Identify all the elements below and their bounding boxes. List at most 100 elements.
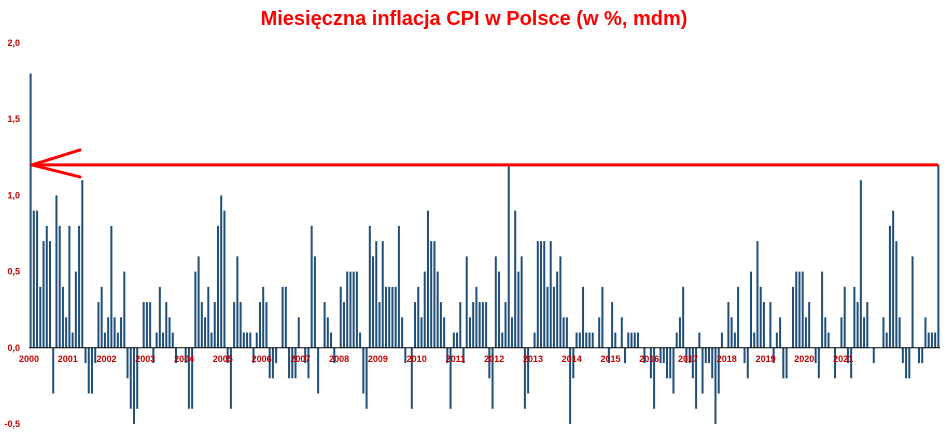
bar — [772, 347, 775, 364]
bar — [504, 302, 507, 348]
bar — [762, 302, 765, 348]
bar — [527, 347, 530, 394]
bar — [798, 271, 801, 348]
annotation-arrow — [30, 148, 939, 179]
bar — [927, 332, 930, 348]
bar — [433, 241, 436, 348]
bar — [678, 317, 681, 348]
bar — [901, 347, 904, 364]
bar — [624, 347, 627, 364]
bar — [39, 286, 42, 348]
bar — [349, 271, 352, 348]
bar — [565, 317, 568, 348]
x-tick-label: 2017 — [678, 354, 698, 364]
bar — [207, 286, 210, 348]
bar — [255, 332, 258, 348]
bar — [885, 332, 888, 348]
bar — [394, 286, 397, 348]
bar — [737, 286, 740, 348]
bar — [834, 347, 837, 379]
bar — [708, 347, 711, 364]
bar — [843, 286, 846, 348]
bar — [271, 347, 274, 379]
bar — [107, 317, 110, 348]
bar — [132, 347, 135, 424]
bars-group — [29, 73, 940, 424]
bar — [420, 317, 423, 348]
bar — [846, 347, 849, 364]
bar — [817, 347, 820, 379]
bar — [174, 347, 177, 364]
bar — [333, 347, 336, 364]
bar — [468, 317, 471, 348]
bar — [359, 332, 362, 348]
bar — [614, 332, 617, 348]
bar — [853, 286, 856, 348]
bar — [378, 302, 381, 348]
bar — [436, 271, 439, 348]
bar — [840, 317, 843, 348]
bar — [514, 210, 517, 348]
bar — [401, 317, 404, 348]
bar — [78, 225, 81, 348]
bar — [821, 271, 824, 348]
x-tick-label: 2000 — [19, 354, 39, 364]
bar — [191, 347, 194, 409]
arrow-line — [30, 163, 82, 179]
bar — [123, 271, 126, 348]
bar — [701, 347, 704, 394]
bar — [204, 317, 207, 348]
bar — [446, 347, 449, 364]
bar — [892, 210, 895, 348]
x-tick-label: 2021 — [833, 354, 853, 364]
bar — [42, 241, 45, 348]
bar — [168, 317, 171, 348]
bar — [216, 225, 219, 348]
bar — [750, 271, 753, 348]
bar — [384, 286, 387, 348]
bar — [197, 256, 200, 348]
x-tick-label: 2002 — [96, 354, 116, 364]
bar — [294, 347, 297, 379]
bar — [268, 347, 271, 379]
bar — [775, 332, 778, 348]
bar — [908, 347, 911, 379]
y-tick-label: 1,0 — [7, 190, 20, 200]
bar — [934, 332, 937, 348]
bar — [210, 332, 213, 348]
x-tick-label: 2005 — [213, 354, 233, 364]
bar — [116, 332, 119, 348]
x-tick-label: 2016 — [639, 354, 659, 364]
bar — [691, 347, 694, 379]
bar — [184, 347, 187, 364]
bar — [827, 332, 830, 348]
bar — [397, 225, 400, 348]
bar — [142, 302, 145, 348]
bar — [746, 347, 749, 379]
bar — [110, 225, 113, 348]
bar — [591, 332, 594, 348]
bar — [814, 347, 817, 364]
bar — [669, 347, 672, 379]
bar — [918, 347, 920, 364]
bar — [533, 332, 536, 348]
y-tick-label: 1,5 — [7, 114, 20, 124]
bar — [284, 286, 287, 348]
bar — [258, 302, 261, 348]
bar — [136, 347, 139, 409]
bar — [94, 347, 97, 364]
bar — [698, 332, 701, 348]
bar — [863, 317, 866, 348]
bar — [733, 332, 736, 348]
bar — [543, 241, 546, 348]
bar — [417, 286, 420, 348]
bar — [643, 347, 646, 364]
bar — [120, 317, 123, 348]
bar — [666, 347, 669, 379]
bar — [310, 225, 313, 348]
bar — [149, 302, 152, 348]
bar — [779, 317, 782, 348]
bar — [921, 347, 924, 364]
bar — [795, 271, 798, 348]
bar — [297, 317, 300, 348]
